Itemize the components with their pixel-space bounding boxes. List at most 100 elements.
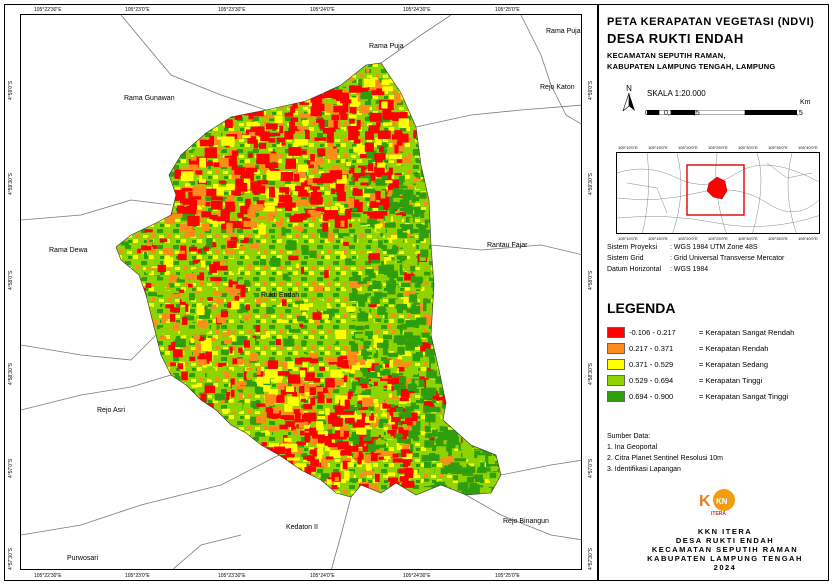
scale-tick-label: 0,5 [690,110,700,117]
lat-tick-label: 4°59'30"S [8,173,14,195]
lat-tick-label: 4°57'30"S [588,548,594,570]
place-label-rukti-endah: Rukti Endah [261,292,299,299]
legend-range: -0.106 - 0.217 [629,327,676,337]
source-item: 2. Citra Planet Sentinel Resolusi 10m [607,455,723,462]
legend-swatch [607,342,625,354]
legend-range: 0.529 - 0.694 [629,375,674,385]
footer-line: DESA RUKTI ENDAH [675,536,775,545]
legend-swatch [607,326,625,338]
kkn-itera-logo: K KN ITERA [696,486,738,517]
village-boundaries [21,15,581,569]
footer-line: KABUPATEN LAMPUNG TENGAH [647,554,803,563]
place-label-rama-puja: Rama Puja [369,43,404,50]
inset-tick-label: 105°35'0"E [768,145,788,150]
footer-line: KECAMATAN SEPUTIH RAMAN [651,545,799,554]
inset-tick-label: 105°25'0"E [708,145,728,150]
scale-bar [647,102,797,116]
lat-tick-label: 4°59'0"S [8,80,14,100]
lat-tick-label: 4°58'0"S [588,270,594,290]
scale-tick-label: 1 [746,110,750,117]
lon-tick-label: 105°24'30"E [403,7,431,13]
inset-tick-label: 105°30'0"E [738,145,758,150]
place-label-rama-puja-2: Rama Puja [546,28,581,35]
legend-item: 0.529 - 0.694 = Kerapatan Tinggi [607,374,762,386]
place-label-rejo-katon: Rejo Katon [540,84,575,91]
projection-key: Datum Horizontal [607,266,662,273]
sources-title: Sumber Data: [607,433,651,440]
source-item: 1. Ina Geoportal [607,444,658,451]
lon-tick-label: 105°25'0"E [495,7,520,13]
legend-swatch [607,374,625,386]
inset-tick-label: 105°15'0"E [648,236,668,241]
svg-text:ITERA: ITERA [711,511,726,516]
lat-tick-label: 4°58'30"S [8,363,14,385]
location-line-2: KABUPATEN LAMPUNG TENGAH, LAMPUNG [607,62,776,71]
footer-line: KKN ITERA [697,527,753,536]
inset-tick-label: 105°20'0"E [678,236,698,241]
lat-tick-label: 4°59'30"S [588,173,594,195]
lat-tick-label: 4°58'30"S [588,363,594,385]
legend-item: -0.106 - 0.217 = Kerapatan Sangat Rendah [607,326,794,338]
map-title: PETA KERAPATAN VEGETASI (NDVI) [607,16,815,28]
north-label: N [626,84,632,93]
legend-label: = Kerapatan Rendah [699,343,769,353]
inset-tick-label: 105°40'0"E [798,145,818,150]
map-frame [4,4,598,581]
inset-tick-label: 105°15'0"E [648,145,668,150]
legend-item: 0.371 - 0.529 = Kerapatan Sedang [607,358,768,370]
inset-tick-label: 105°25'0"E [708,236,728,241]
source-item: 3. Identifikasi Lapangan [607,466,681,473]
lat-tick-label: 4°59'0"S [588,80,594,100]
lat-tick-label: 4°57'0"S [8,458,14,478]
svg-text:K: K [699,493,711,510]
lon-tick-label: 105°23'30"E [218,7,246,13]
legend-item: 0.694 - 0.900 = Kerapatan Sangat Tinggi [607,390,788,402]
projection-key: Sistem Proyeksi [607,244,658,251]
place-label-purwosari: Purwosari [67,555,99,562]
legend-range: 0.694 - 0.900 [629,391,674,401]
north-arrow-icon: N [622,84,636,112]
place-label-rama-dewa: Rama Dewa [49,247,88,254]
projection-value: : WGS 1984 [670,266,709,273]
inset-tick-label: 105°35'0"E [768,236,788,241]
lon-tick-label: 105°25'0"E [495,573,520,579]
lon-tick-label: 105°24'30"E [403,573,431,579]
legend-title: LEGENDA [607,300,676,316]
inset-map[interactable] [616,152,820,234]
legend-label: = Kerapatan Sangat Rendah [699,327,795,337]
lat-tick-label: 4°57'0"S [588,458,594,478]
projection-key: Sistem Grid [607,255,644,262]
place-label-rantau-fajar: Rantau Fajar [487,242,528,249]
scale-tick-label: 0,25 [664,110,678,117]
legend-swatch [607,390,625,402]
legend-range: 0.371 - 0.529 [629,359,674,369]
map-subtitle: DESA RUKTI ENDAH [607,31,744,46]
inset-tick-label: 105°10'0"E [618,145,638,150]
inset-tick-label: 105°30'0"E [738,236,758,241]
place-label-rejo-asri: Rejo Asri [97,407,125,414]
location-line-1: KECAMATAN SEPUTIH RAMAN, [607,51,726,60]
scale-tick-label: 1,5 [793,110,803,117]
projection-value: : WGS 1984 UTM Zone 48S [670,244,758,251]
legend-panel-frame [598,4,829,581]
inset-tick-label: 105°40'0"E [798,236,818,241]
place-label-rejo-binangun: Rejo Binangun [503,518,549,525]
legend-range: 0.217 - 0.371 [629,343,674,353]
place-label-kedaton-ii: Kedaton II [286,524,318,531]
legend-label: = Kerapatan Tinggi [699,375,763,385]
ndvi-map[interactable]: Rama Puja Rama Puja Rejo Katon Rama Gunawan… [21,15,582,570]
legend-label: = Kerapatan Sedang [699,359,769,369]
inset-tick-label: 105°20'0"E [678,145,698,150]
lat-tick-label: 4°58'0"S [8,270,14,290]
lon-tick-label: 105°22'30"E [34,7,62,13]
lon-tick-label: 105°24'0"E [310,573,335,579]
footer-line: 2024 [713,563,737,572]
place-label-rama-gunawan: Rama Gunawan [124,95,175,102]
lon-tick-label: 105°23'0"E [125,7,150,13]
scale-tick-label: 0 [645,110,649,117]
ndvi-raster [116,63,501,497]
lon-tick-label: 105°23'0"E [125,573,150,579]
map-inner-frame[interactable]: Rama Puja Rama Puja Rejo Katon Rama Gunawan… [20,14,582,570]
legend-label: = Kerapatan Sangat Tinggi [699,391,789,401]
legend-swatch [607,358,625,370]
